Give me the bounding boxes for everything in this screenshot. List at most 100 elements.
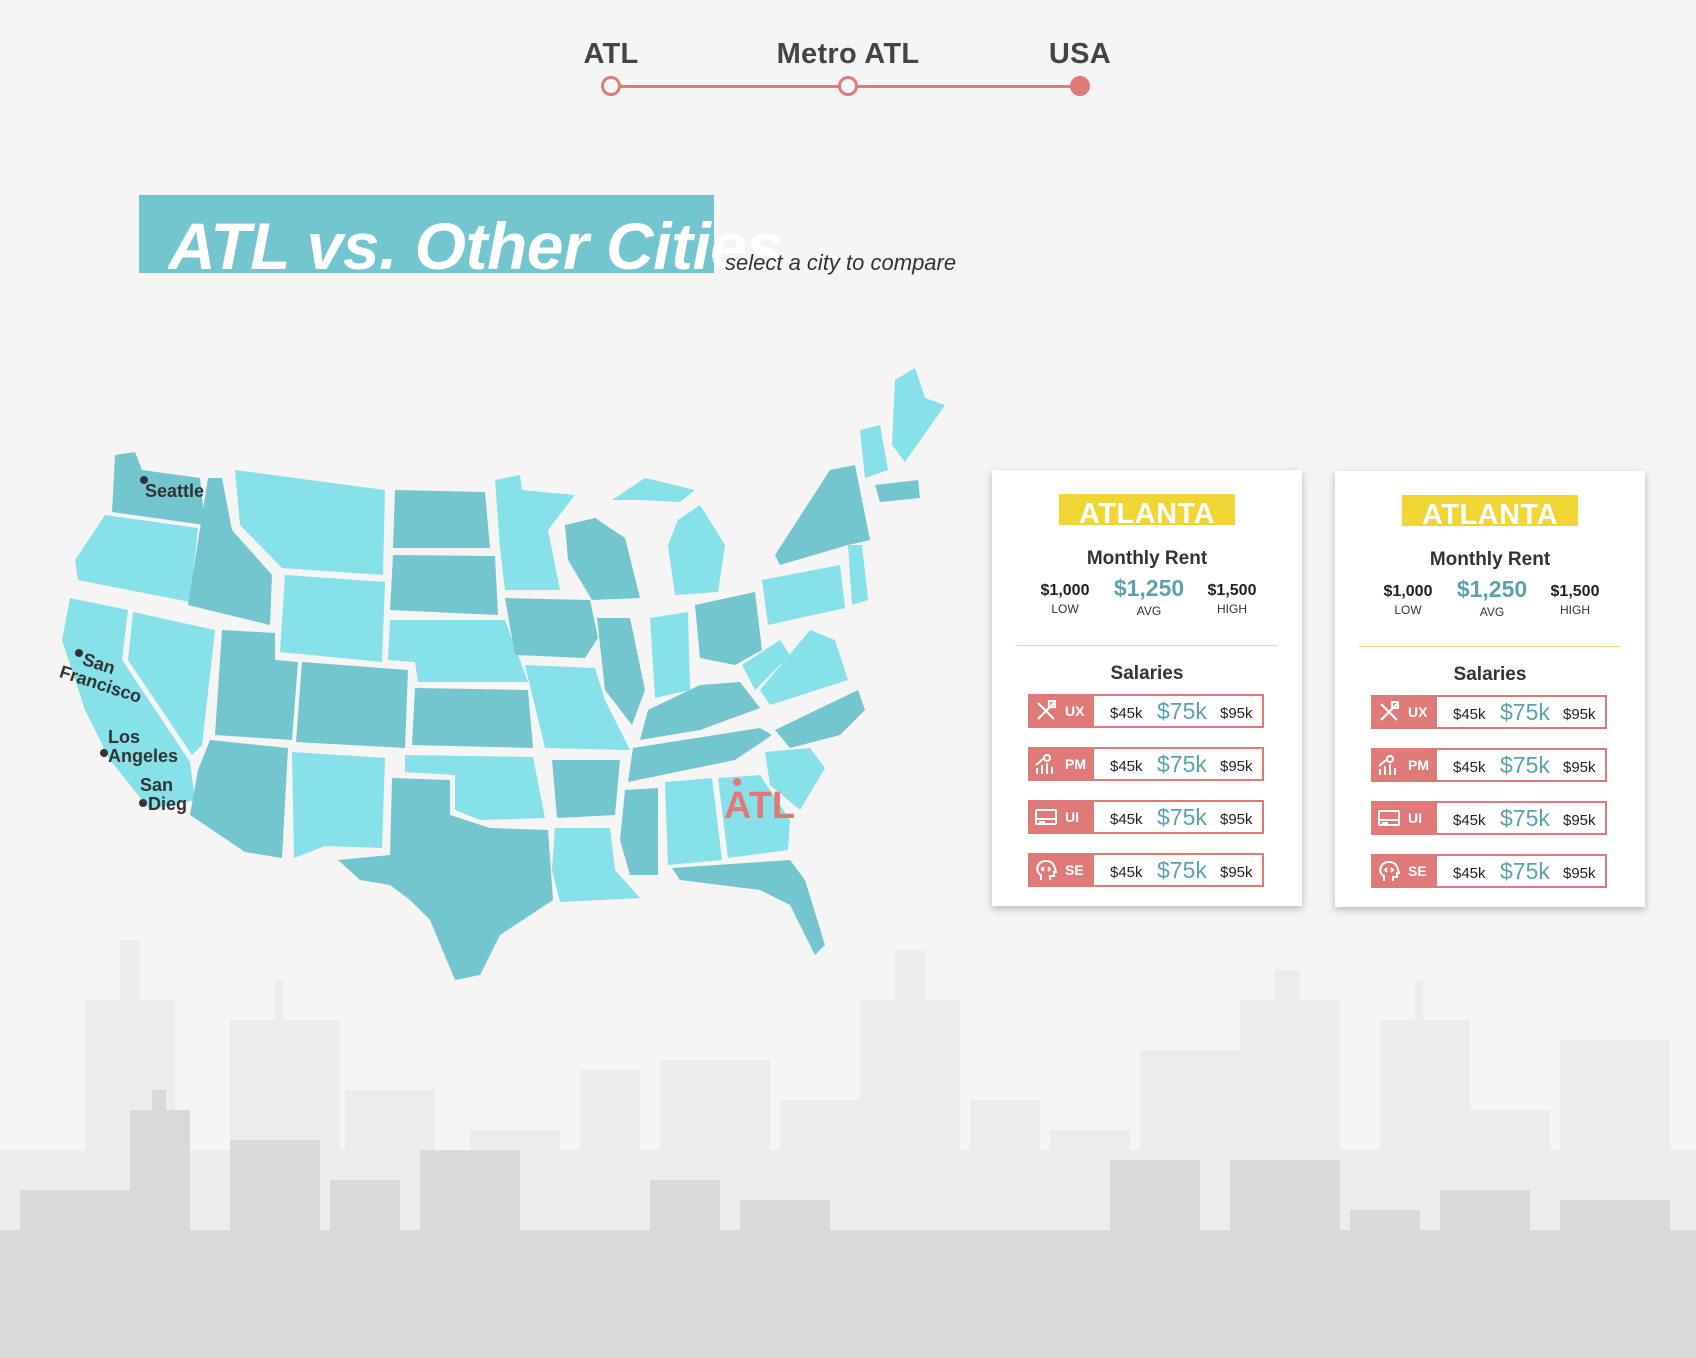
state-west-virginia[interactable]	[742, 640, 790, 690]
browser-window-icon	[1378, 810, 1400, 826]
salary-row-ux[interactable]: UX $45k $75k $95k	[1371, 695, 1607, 729]
salary-row-se[interactable]: SE $45k $75k $95k	[1028, 853, 1264, 887]
card-city-title: ATLANTA	[1058, 494, 1236, 525]
state-tennessee[interactable]	[628, 728, 772, 782]
city-label-line: Diego	[148, 794, 186, 814]
salary-role-code: SE	[1408, 863, 1427, 879]
rent-low-label: LOW	[1394, 603, 1422, 617]
timeline-item-usa[interactable]: USA	[980, 38, 1180, 96]
rent-low: $1,000 LOW	[1363, 583, 1453, 617]
state-louisiana[interactable]	[552, 828, 640, 902]
salary-high: $95k	[1563, 759, 1596, 776]
state-new-mexico[interactable]	[292, 752, 385, 858]
timeline-item-metro-atl[interactable]: Metro ATL	[748, 38, 948, 96]
state-massachusetts[interactable]	[875, 480, 920, 502]
timeline-item-atl[interactable]: ATL	[511, 38, 711, 96]
salary-tag-ui: UI	[1028, 800, 1094, 834]
salary-tag-se: SE	[1371, 854, 1437, 888]
state-kentucky[interactable]	[640, 682, 760, 740]
state-vermont-nh[interactable]	[860, 425, 888, 478]
city-dot-san-diego	[139, 799, 147, 807]
salary-tag-ux: UX	[1371, 695, 1437, 729]
state-missouri[interactable]	[525, 665, 630, 750]
state-california[interactable]	[62, 598, 195, 810]
state-new-jersey[interactable]	[848, 545, 868, 605]
salary-row-pm[interactable]: PM $45k $75k $95k	[1371, 748, 1607, 782]
atl-map-marker[interactable]: ATL	[724, 785, 796, 827]
state-shapes	[62, 368, 945, 980]
browser-window-icon	[1035, 809, 1057, 825]
region-timeline: ATL Metro ATL USA	[0, 0, 1696, 120]
city-label-seattle[interactable]: Seattle	[145, 481, 205, 501]
salary-row-ui[interactable]: UI $45k $75k $95k	[1371, 801, 1607, 835]
salary-high: $95k	[1563, 706, 1596, 723]
salary-role-code: UX	[1408, 704, 1428, 720]
state-north-dakota[interactable]	[393, 490, 490, 548]
timeline-label: USA	[1048, 38, 1112, 70]
city-dot-san-francisco	[75, 649, 83, 657]
salary-row-se[interactable]: SE $45k $75k $95k	[1371, 854, 1607, 888]
state-kansas[interactable]	[412, 688, 533, 748]
rent-high: $1,500 HIGH	[1530, 583, 1620, 617]
state-new-york[interactable]	[775, 465, 870, 565]
salaries-section-title: Salaries	[1110, 663, 1184, 684]
state-mississippi[interactable]	[620, 788, 658, 875]
state-south-carolina[interactable]	[765, 748, 825, 810]
city-label-los-angeles[interactable]: Los Angeles	[108, 728, 178, 766]
state-texas[interactable]	[338, 778, 553, 980]
atl-location-dot	[733, 778, 741, 786]
state-iowa[interactable]	[505, 598, 598, 658]
salary-row-ui[interactable]: UI $45k $75k $95k	[1028, 800, 1264, 834]
state-michigan-upper[interactable]	[612, 478, 695, 502]
state-colorado[interactable]	[296, 662, 408, 748]
state-nebraska[interactable]	[388, 620, 528, 682]
city-label-line: Angeles	[108, 746, 179, 766]
timeline-dot	[838, 76, 858, 96]
salary-avg: $75k	[1157, 804, 1207, 830]
salary-low: $45k	[1453, 865, 1486, 882]
state-georgia[interactable]	[718, 775, 790, 858]
salaries-section-title: Salaries	[1453, 664, 1527, 685]
state-montana[interactable]	[235, 470, 385, 575]
salary-role-code: PM	[1065, 756, 1086, 772]
state-virginia[interactable]	[760, 630, 848, 705]
salary-row-ux[interactable]: UX $45k $75k $95k	[1028, 694, 1264, 728]
state-oklahoma[interactable]	[405, 755, 545, 820]
state-alabama[interactable]	[665, 778, 722, 865]
city-label-san-diego[interactable]: San Diego	[140, 776, 186, 814]
state-minnesota[interactable]	[495, 475, 575, 590]
state-michigan[interactable]	[668, 505, 725, 595]
state-arizona[interactable]	[190, 740, 288, 858]
city-card-right[interactable]: ATLANTA Monthly Rent $1,000 LOW $1,250 A…	[1335, 471, 1645, 907]
state-utah[interactable]	[215, 630, 298, 740]
state-pennsylvania[interactable]	[762, 565, 845, 625]
page-subtitle: select a city to compare	[725, 250, 957, 275]
salary-avg: $75k	[1157, 698, 1207, 724]
state-illinois[interactable]	[597, 618, 645, 725]
rent-section-title: Monthly Rent	[1086, 548, 1208, 569]
rent-avg-value: $1,250	[1456, 576, 1528, 602]
salary-high: $95k	[1220, 758, 1253, 775]
state-nevada[interactable]	[128, 612, 215, 755]
state-south-dakota[interactable]	[390, 555, 498, 615]
state-arkansas[interactable]	[552, 760, 620, 818]
rent-low-value: $1,000	[1383, 583, 1433, 600]
card-city-title: ATLANTA	[1401, 495, 1579, 526]
city-card-left[interactable]: ATLANTA Monthly Rent $1,000 LOW $1,250 A…	[992, 470, 1302, 906]
state-ohio[interactable]	[695, 592, 762, 665]
state-maine[interactable]	[892, 368, 945, 462]
salary-row-pm[interactable]: PM $45k $75k $95k	[1028, 747, 1264, 781]
state-indiana[interactable]	[650, 612, 690, 698]
state-florida[interactable]	[672, 860, 825, 955]
rent-avg: $1,250 AVG	[1447, 576, 1537, 619]
state-wisconsin[interactable]	[565, 518, 640, 600]
state-north-carolina[interactable]	[775, 690, 865, 748]
state-wyoming[interactable]	[280, 575, 385, 662]
state-idaho[interactable]	[188, 478, 272, 625]
state-washington[interactable]	[112, 452, 205, 525]
salary-low: $45k	[1453, 759, 1486, 776]
state-oregon[interactable]	[75, 515, 198, 602]
rent-section-title: Monthly Rent	[1429, 549, 1551, 570]
salary-role-code: SE	[1065, 862, 1084, 878]
